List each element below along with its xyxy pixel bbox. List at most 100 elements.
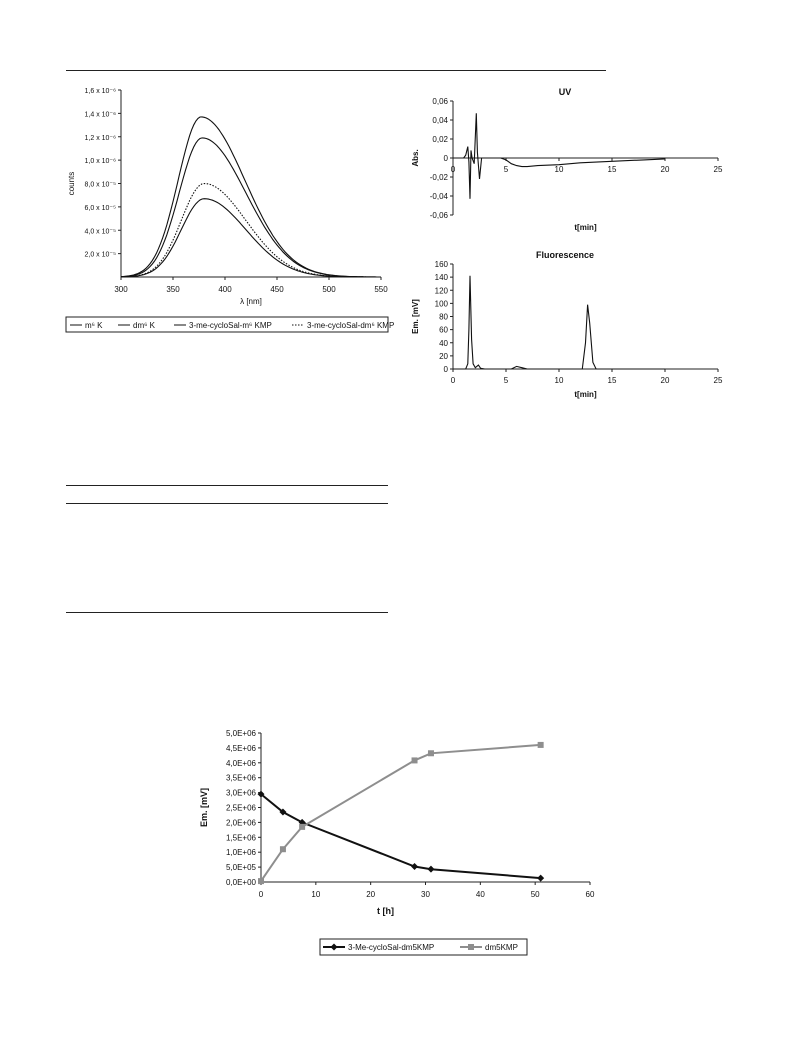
- x-tick-label: 20: [661, 165, 670, 174]
- x-tick-label: 60: [586, 890, 595, 899]
- x-tick-label: 20: [366, 890, 375, 899]
- x-axis-label: t[min]: [574, 223, 597, 232]
- legend-box: [319, 938, 528, 956]
- y-tick-label: 5,0E+06: [226, 729, 257, 738]
- table-rule-bottom: [66, 612, 388, 613]
- y-tick-label: 4,5E+06: [226, 744, 257, 753]
- table-rule-mid: [66, 503, 388, 504]
- y-tick-label: -0,02: [430, 173, 449, 182]
- series-line-2: [120, 137, 381, 278]
- y-axis-label: counts: [67, 172, 76, 196]
- x-tick-label: 5: [504, 165, 509, 174]
- x-tick-label: 10: [311, 890, 320, 899]
- y-tick-label: 160: [435, 260, 449, 269]
- series-line-2: [260, 743, 541, 882]
- y-tick-label: 3,0E+06: [226, 789, 257, 798]
- series-line-1: [120, 116, 381, 278]
- y-tick-label: 2,0E+06: [226, 818, 257, 827]
- top-rule: [66, 70, 606, 71]
- x-tick-label: 400: [218, 285, 232, 294]
- x-tick-label: 15: [608, 165, 617, 174]
- data-point: [411, 863, 419, 871]
- y-tick-label: 1,5E+06: [226, 833, 257, 842]
- x-tick-label: 20: [661, 376, 670, 385]
- x-tick-label: 550: [374, 285, 388, 294]
- y-tick-label: 3,5E+06: [226, 774, 257, 783]
- legend-label: 3-me-cycloSal-m⁶ KMP: [189, 321, 272, 330]
- legend-label: m⁶ K: [85, 321, 103, 330]
- data-point: [537, 874, 545, 882]
- x-tick-label: 0: [259, 890, 264, 899]
- y-tick-label: 1,4 x 10⁻⁶: [85, 111, 117, 118]
- y-tick-label: 120: [435, 286, 449, 295]
- x-tick-label: 0: [451, 376, 456, 385]
- x-tick-label: 450: [270, 285, 284, 294]
- y-axis-label: Em. [mV]: [199, 788, 209, 827]
- legend-label: 3-Me-cycloSal-dm5KMP: [348, 943, 434, 952]
- y-tick-label: -0,06: [430, 211, 449, 220]
- y-tick-label: 6,0 x 10⁻⁵: [84, 205, 116, 212]
- legend-label: dm5KMP: [485, 943, 518, 952]
- series-line-4: [120, 182, 381, 278]
- x-tick-label: 300: [114, 285, 128, 294]
- chart-title: Fluorescence: [536, 250, 594, 260]
- legend-box: [65, 316, 389, 333]
- x-tick-label: 25: [714, 376, 723, 385]
- x-tick-label: 10: [555, 165, 564, 174]
- y-tick-label: 1,0E+06: [226, 848, 257, 857]
- data-point: [299, 823, 306, 830]
- y-axis-label: Abs.: [411, 149, 420, 166]
- series-line-1: [260, 793, 541, 880]
- x-tick-label: 40: [476, 890, 485, 899]
- y-tick-label: 0,0E+00: [226, 878, 257, 887]
- data-point: [298, 818, 306, 826]
- legend-label: 3-me-cycloSal-dm⁶ KMP: [307, 321, 394, 330]
- y-tick-label: 140: [435, 273, 449, 282]
- trace-line: [453, 113, 666, 199]
- y-tick-label: 0,06: [432, 97, 448, 106]
- y-tick-label: 60: [439, 326, 448, 335]
- x-tick-label: 25: [714, 165, 723, 174]
- series-line-3: [121, 198, 381, 278]
- x-tick-label: 15: [608, 376, 617, 385]
- x-tick-label: 500: [322, 285, 336, 294]
- x-tick-label: 350: [166, 285, 180, 294]
- x-axis-label: λ [nm]: [240, 297, 262, 306]
- x-tick-label: 0: [451, 165, 456, 174]
- y-tick-label: 80: [439, 313, 448, 322]
- y-tick-label: 8,0 x 10⁻⁵: [84, 182, 116, 189]
- y-tick-label: 2,0 x 10⁻⁵: [84, 252, 116, 259]
- y-tick-label: 100: [435, 299, 449, 308]
- data-point: [427, 750, 434, 757]
- legend-marker: [330, 943, 338, 951]
- y-tick-label: 0: [444, 365, 449, 374]
- y-tick-label: -0,04: [430, 192, 449, 201]
- x-axis-label: t [h]: [377, 906, 394, 916]
- data-point: [427, 865, 435, 873]
- y-axis-label: Em. [mV]: [411, 299, 420, 334]
- data-point: [279, 808, 287, 816]
- y-tick-label: 2,5E+06: [226, 804, 257, 813]
- table-rule-top: [66, 485, 388, 486]
- y-tick-label: 1,0 x 10⁻⁶: [85, 158, 117, 165]
- y-tick-label: 4,0E+06: [226, 759, 257, 768]
- y-tick-label: 40: [439, 339, 448, 348]
- y-tick-label: 1,6 x 10⁻⁶: [85, 88, 117, 95]
- x-tick-label: 10: [555, 376, 564, 385]
- data-point: [257, 790, 265, 798]
- trace-line: [453, 275, 665, 370]
- y-tick-label: 5,0E+05: [226, 863, 257, 872]
- legend-marker: [468, 944, 474, 950]
- y-tick-label: 1,2 x 10⁻⁶: [85, 135, 117, 142]
- y-tick-label: 0,04: [432, 116, 448, 125]
- data-point: [537, 741, 544, 748]
- x-axis-label: t[min]: [574, 390, 597, 399]
- legend-label: dm⁶ K: [133, 321, 156, 330]
- y-tick-label: 0: [444, 154, 449, 163]
- x-tick-label: 50: [531, 890, 540, 899]
- data-point: [411, 757, 418, 764]
- y-tick-label: 4,0 x 10⁻⁵: [84, 228, 116, 235]
